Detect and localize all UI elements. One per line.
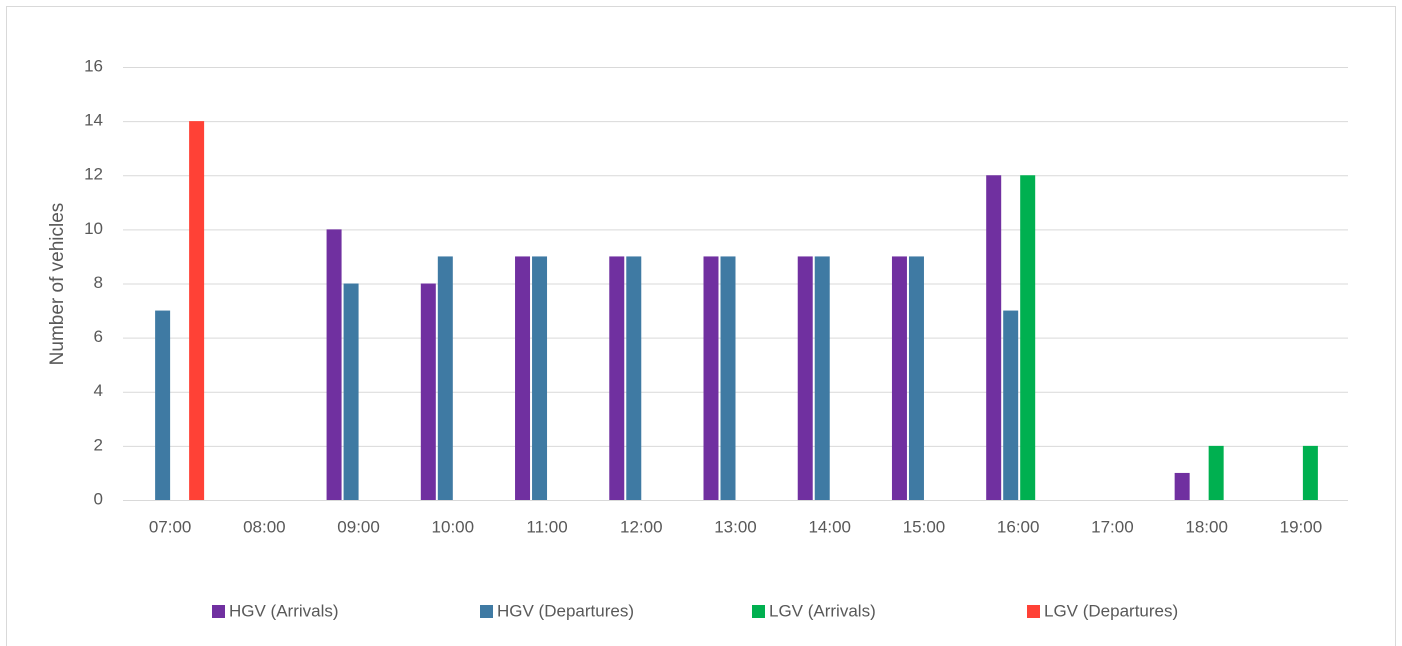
x-tick-label: 09:00 <box>337 517 380 536</box>
x-tick-label: 14:00 <box>808 517 851 536</box>
bar <box>1302 445 1318 500</box>
y-tick-label: 6 <box>94 327 103 346</box>
bar <box>609 256 625 500</box>
bar <box>814 256 830 500</box>
legend-label: HGV (Departures) <box>497 601 634 620</box>
bar <box>1174 472 1190 500</box>
x-tick-label: 07:00 <box>149 517 192 536</box>
x-tick-label: 16:00 <box>997 517 1040 536</box>
bar <box>1020 175 1036 500</box>
y-tick-label: 14 <box>84 111 103 130</box>
legend-label: HGV (Arrivals) <box>229 601 339 620</box>
y-tick-label: 2 <box>94 435 103 454</box>
x-tick-label: 08:00 <box>243 517 286 536</box>
x-tick-label: 19:00 <box>1280 517 1323 536</box>
legend-swatch <box>212 605 225 618</box>
bar <box>326 229 342 500</box>
legend-label: LGV (Departures) <box>1044 601 1178 620</box>
bar <box>797 256 813 500</box>
bar <box>155 310 171 500</box>
x-tick-label: 15:00 <box>903 517 946 536</box>
x-tick-label: 11:00 <box>526 517 567 536</box>
x-tick-label: 10:00 <box>432 517 475 536</box>
legend-swatch <box>480 605 493 618</box>
bar <box>189 121 205 500</box>
y-tick-label: 4 <box>94 381 103 400</box>
bar <box>437 256 453 500</box>
y-tick-label: 12 <box>84 165 103 184</box>
legend-swatch <box>1027 605 1040 618</box>
bar <box>703 256 719 500</box>
x-tick-label: 13:00 <box>714 517 757 536</box>
y-axis-label: Number of vehicles <box>47 203 68 366</box>
bar <box>343 283 359 500</box>
bar <box>908 256 924 500</box>
x-tick-label: 17:00 <box>1091 517 1134 536</box>
bar <box>532 256 548 500</box>
y-tick-label: 10 <box>84 219 103 238</box>
bar <box>1208 445 1224 500</box>
bar <box>891 256 907 500</box>
y-tick-label: 16 <box>84 56 103 75</box>
chart-border <box>6 6 1396 646</box>
bar <box>420 283 436 500</box>
y-tick-label: 8 <box>94 273 103 292</box>
x-tick-label: 12:00 <box>620 517 663 536</box>
bar <box>1003 310 1019 500</box>
bar <box>515 256 531 500</box>
y-tick-label: 0 <box>94 489 103 508</box>
x-tick-label: 18:00 <box>1185 517 1228 536</box>
legend-swatch <box>752 605 765 618</box>
bar <box>626 256 642 500</box>
bar <box>720 256 736 500</box>
legend-label: LGV (Arrivals) <box>769 601 876 620</box>
bar <box>986 175 1002 500</box>
